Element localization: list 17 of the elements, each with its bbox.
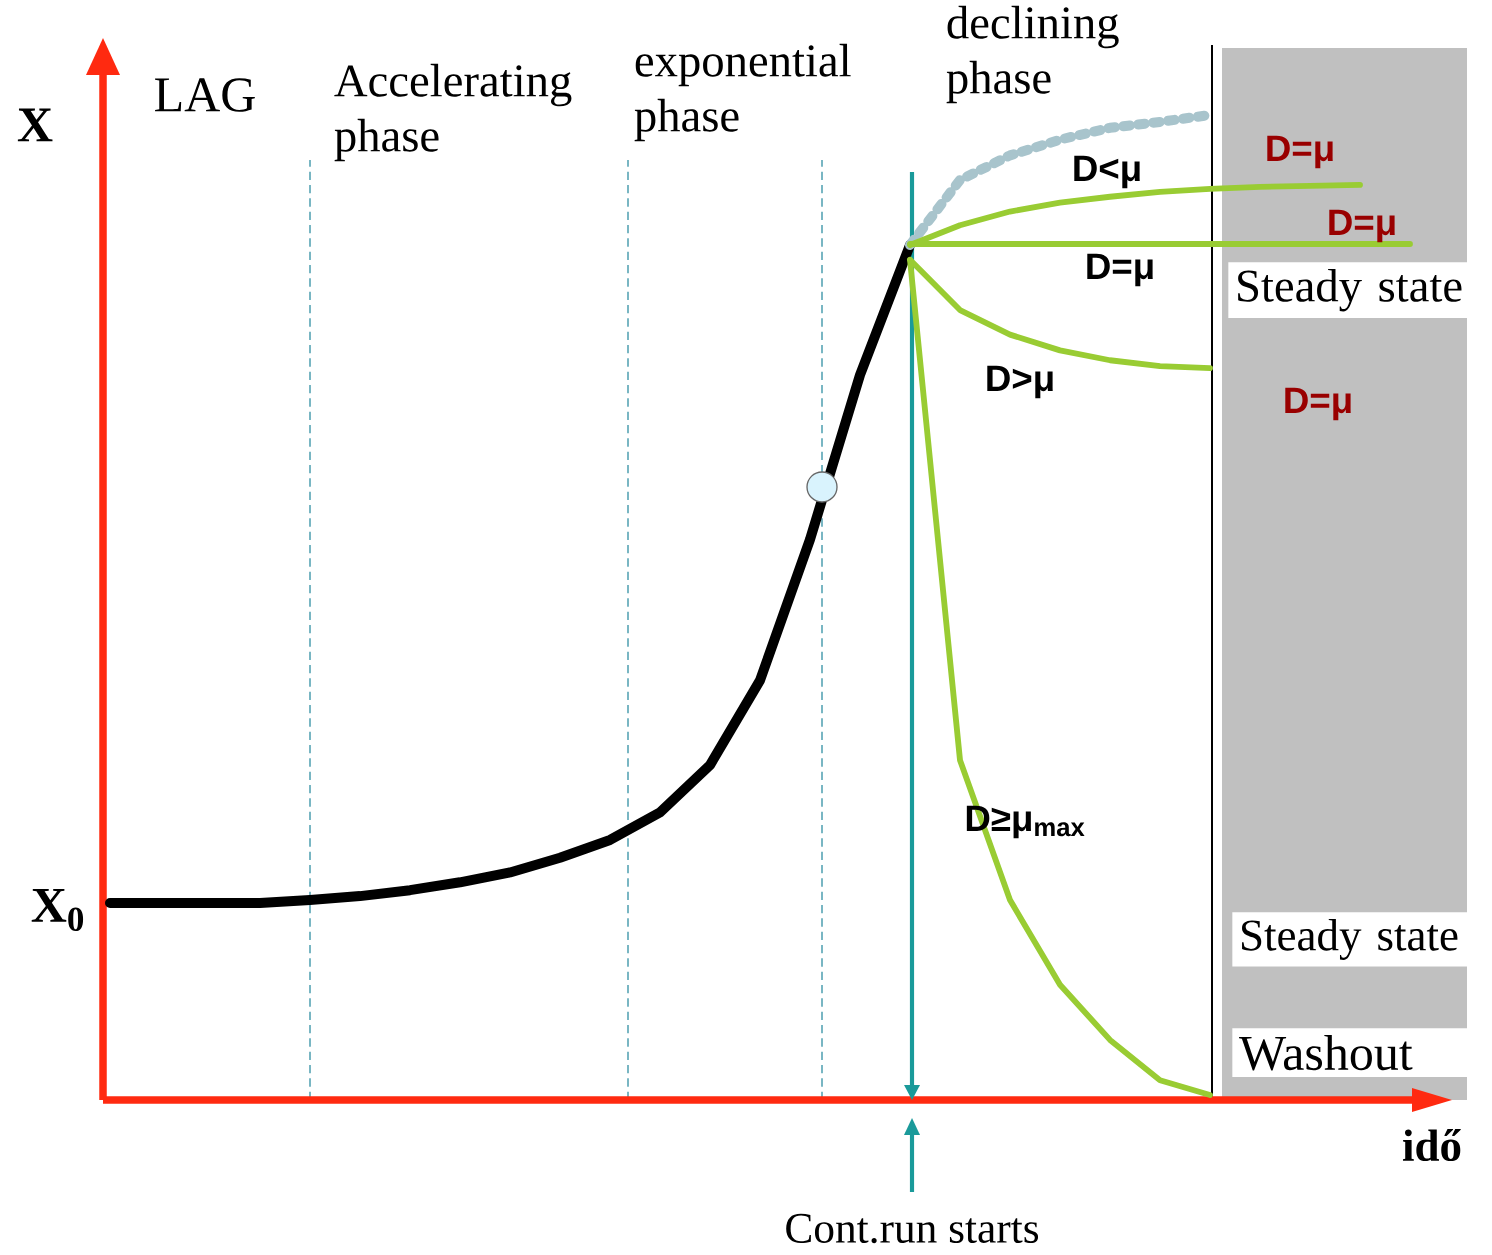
annotation: Steady state [1238, 268, 1462, 312]
annotation: exponential phase [634, 43, 851, 142]
annotation: D=μ [1329, 209, 1395, 243]
annotation: Steady state [1242, 918, 1458, 960]
annotation: Washout [1239, 1034, 1413, 1071]
annotation: D=μ [1087, 253, 1153, 287]
annotation: D=μ [1285, 387, 1351, 421]
text: declining phase [946, 5, 1119, 104]
text: Cont.run starts [786, 1213, 1039, 1244]
annotation: D=μ [1267, 135, 1333, 169]
y-axis-title: X [17, 108, 53, 142]
annotation: Accelerating phase [334, 63, 572, 162]
text: LAG [155, 78, 255, 112]
annotation: D>μ [987, 365, 1053, 399]
x-axis-title: idő [1402, 1128, 1461, 1162]
annotation: D<μ [1074, 155, 1140, 189]
text: X$_{0}$ [31, 888, 84, 932]
